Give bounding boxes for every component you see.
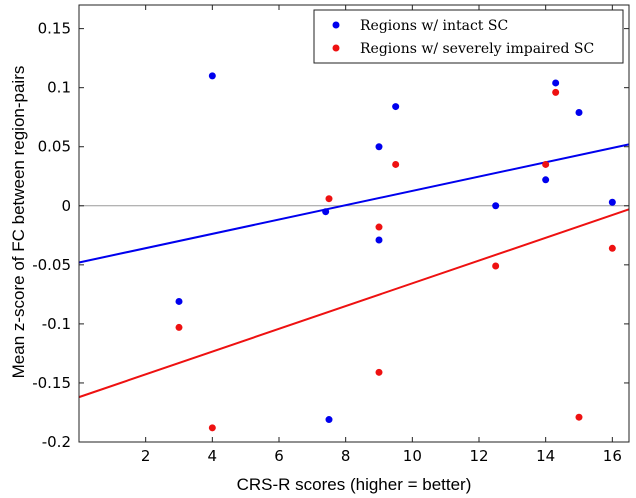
data-point-impaired bbox=[552, 88, 560, 96]
data-point-impaired bbox=[325, 195, 333, 203]
data-point-impaired bbox=[208, 424, 216, 432]
data-point-intact bbox=[375, 143, 383, 151]
data-point-intact bbox=[375, 236, 383, 244]
trendline-intact bbox=[78, 143, 630, 264]
x-tick-label: 2 bbox=[141, 447, 151, 465]
data-point-intact bbox=[552, 79, 560, 87]
data-point-intact bbox=[325, 416, 333, 424]
plot-frame bbox=[78, 4, 630, 443]
y-axis-label: Mean z-score of FC between region-pairs bbox=[9, 66, 28, 379]
x-axis-label: CRS-R scores (higher = better) bbox=[237, 475, 472, 494]
x-tick-label: 16 bbox=[603, 447, 622, 465]
data-point-impaired bbox=[492, 262, 500, 270]
y-tick-label: -0.05 bbox=[32, 256, 71, 274]
y-tick-label: 0 bbox=[61, 197, 71, 215]
legend: Regions w/ intact SC Regions w/ severely… bbox=[313, 9, 624, 64]
data-point-intact bbox=[322, 208, 330, 216]
y-tick-label: -0.15 bbox=[32, 374, 71, 392]
data-point-impaired bbox=[575, 413, 583, 421]
data-point-intact bbox=[492, 202, 500, 210]
x-tick-label: 12 bbox=[469, 447, 488, 465]
data-point-intact bbox=[392, 103, 400, 111]
data-point-impaired bbox=[375, 223, 383, 231]
y-tick-label: 0.1 bbox=[47, 79, 71, 97]
x-tick-label: 14 bbox=[536, 447, 555, 465]
y-tick-label: -0.2 bbox=[42, 433, 71, 451]
legend-marker-intact bbox=[332, 21, 340, 29]
data-point-intact bbox=[175, 297, 183, 305]
y-tick-label: -0.1 bbox=[42, 315, 71, 333]
data-point-intact bbox=[542, 176, 550, 184]
data-point-impaired bbox=[608, 244, 616, 252]
legend-label-impaired: Regions w/ severely impaired SC bbox=[360, 41, 594, 57]
y-tick-label: 0.15 bbox=[38, 20, 71, 38]
data-point-intact bbox=[208, 72, 216, 80]
legend-marker-impaired bbox=[332, 44, 340, 52]
x-tick-label: 4 bbox=[208, 447, 218, 465]
y-tick-label: 0.05 bbox=[38, 138, 71, 156]
x-tick-label: 10 bbox=[403, 447, 422, 465]
data-point-impaired bbox=[375, 368, 383, 376]
trendline-impaired bbox=[78, 208, 630, 399]
legend-label-intact: Regions w/ intact SC bbox=[360, 18, 508, 34]
data-point-impaired bbox=[392, 160, 400, 168]
data-point-intact bbox=[575, 108, 583, 116]
x-tick-label: 8 bbox=[341, 447, 351, 465]
legend-box bbox=[313, 9, 624, 64]
data-point-impaired bbox=[542, 160, 550, 168]
x-tick-label: 6 bbox=[274, 447, 284, 465]
data-point-intact bbox=[608, 198, 616, 206]
data-point-impaired bbox=[175, 323, 183, 331]
